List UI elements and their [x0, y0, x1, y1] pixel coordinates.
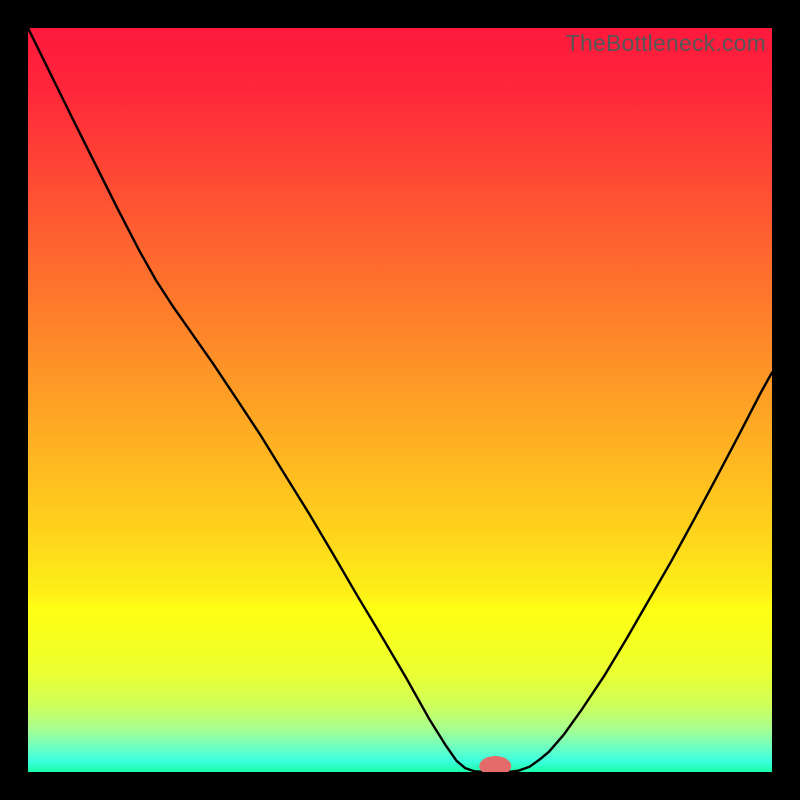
watermark-label: TheBottleneck.com	[566, 30, 766, 57]
plot-area	[28, 28, 772, 772]
gradient-chart	[28, 28, 772, 772]
gradient-background	[28, 28, 772, 772]
outer-frame: TheBottleneck.com	[0, 0, 800, 800]
